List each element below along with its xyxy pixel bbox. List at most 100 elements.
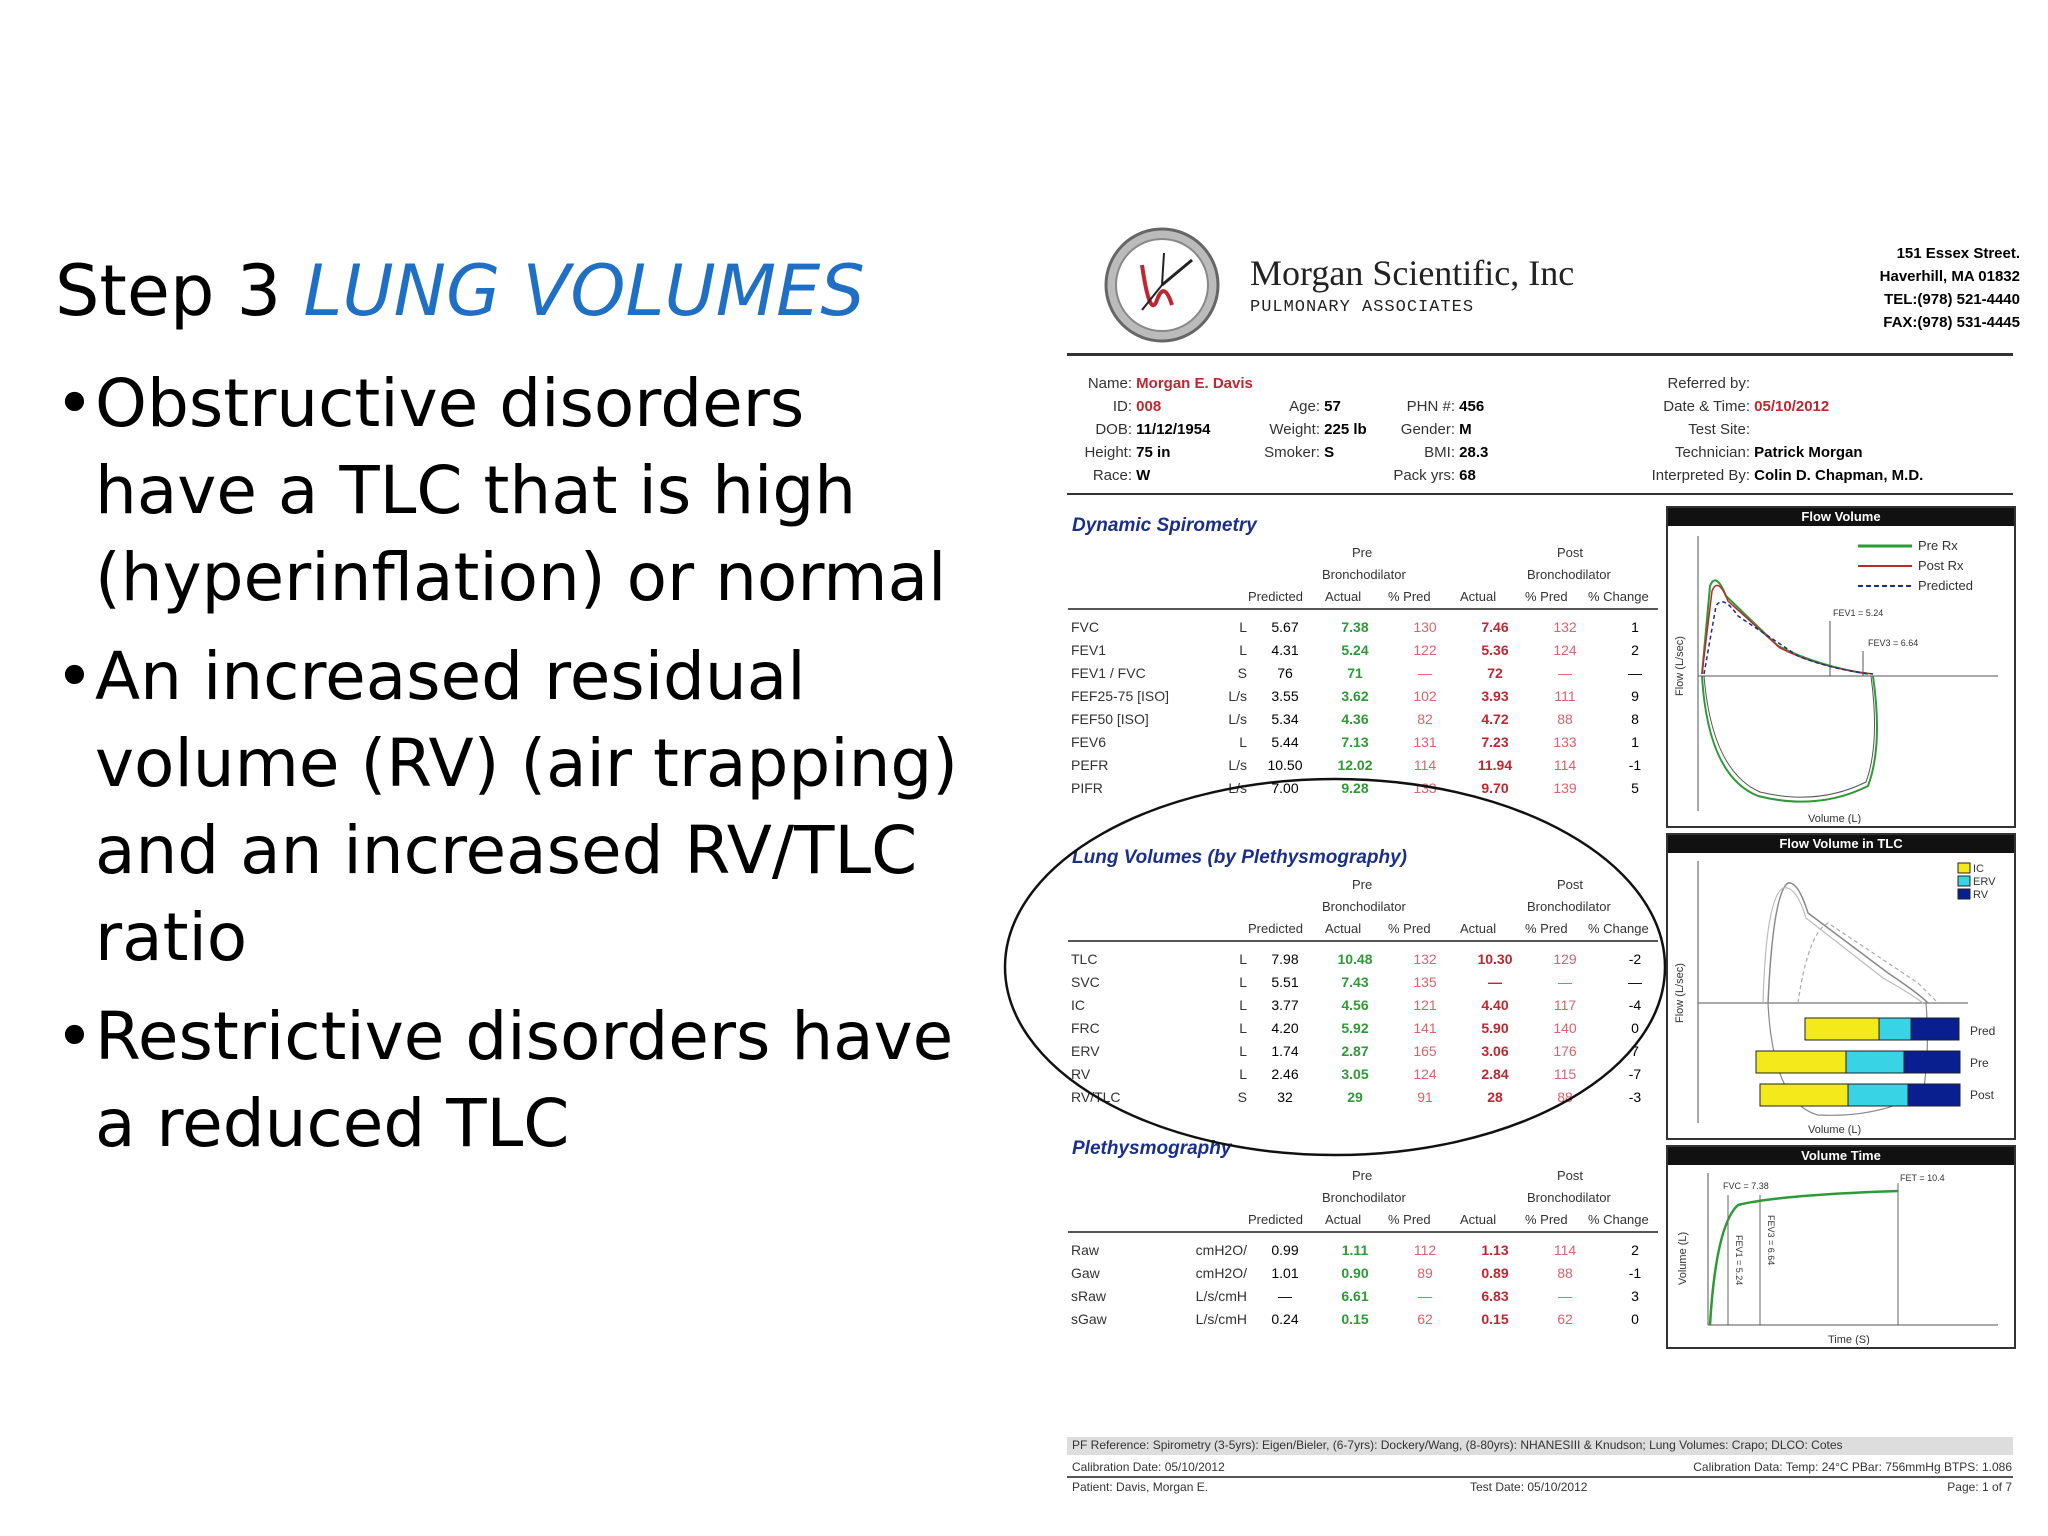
row-post-actual: 0.15 xyxy=(1481,1310,1509,1327)
legend-pre-rx: Pre Rx xyxy=(1918,538,1958,553)
row-post-actual: 10.30 xyxy=(1477,950,1513,967)
row-pct-change: 9 xyxy=(1631,687,1639,704)
bmi-label: BMI: xyxy=(1424,444,1455,461)
table-row: IC L 3.77 4.56 121 4.40 117 -4 xyxy=(1068,993,1670,1016)
row-pct-change: — xyxy=(1628,973,1642,990)
header-bronchodilator-pre: Bronchodilator xyxy=(1322,1190,1406,1205)
row-post-actual: 3.93 xyxy=(1481,687,1509,704)
row-post-pct-pred: 133 xyxy=(1553,733,1577,750)
row-post-actual: 11.94 xyxy=(1477,756,1513,773)
table-row: FRC L 4.20 5.92 141 5.90 140 0 xyxy=(1068,1016,1670,1039)
row-pct-change: 0 xyxy=(1631,1310,1639,1327)
row-predicted: 5.34 xyxy=(1271,710,1299,727)
race-label: Race: xyxy=(1092,467,1132,484)
age-label: Age: xyxy=(1289,398,1320,415)
row-unit: L xyxy=(1239,1065,1247,1082)
row-unit: L/s xyxy=(1228,710,1247,727)
row-name: FVC xyxy=(1071,618,1099,635)
heading-accent: LUNG VOLUMES xyxy=(303,250,865,332)
legend-predicted: Predicted xyxy=(1918,578,1973,593)
pack-label: Pack yrs: xyxy=(1393,467,1455,484)
row-pre-pct-pred: 131 xyxy=(1413,733,1437,750)
flow-volume-tlc-title: Flow Volume in TLC xyxy=(1668,835,2014,853)
row-predicted: 1.01 xyxy=(1271,1264,1299,1281)
patient-race: W xyxy=(1136,467,1151,484)
table-row: sGaw L/s/cmH 0.24 0.15 62 0.15 62 0 xyxy=(1068,1307,1670,1330)
row-post-pct-pred: — xyxy=(1558,1287,1572,1304)
table-row: FEF50 [ISO] L/s 5.34 4.36 82 4.72 88 8 xyxy=(1068,707,1670,730)
row-pre-actual: 6.61 xyxy=(1341,1287,1369,1304)
row-name: RV xyxy=(1071,1065,1091,1082)
row-post-pct-pred: 111 xyxy=(1554,687,1576,704)
footer-calibration-data: Calibration Data: Temp: 24°C PBar: 756mm… xyxy=(1693,1460,2012,1474)
volume-time-title: Volume Time xyxy=(1668,1147,2014,1165)
row-pre-actual: 7.38 xyxy=(1341,618,1369,635)
header-bronchodilator-post: Bronchodilator xyxy=(1527,567,1611,582)
dynamic-spirometry-table: FVC L 5.67 7.38 130 7.46 132 1 FEV1 L 4.31 5.24 122 5… xyxy=(1068,615,1670,799)
row-pct-change: 8 xyxy=(1631,710,1639,727)
row-pre-pct-pred: 124 xyxy=(1413,1065,1437,1082)
row-name: FEV6 xyxy=(1071,733,1107,750)
row-post-actual: 2.84 xyxy=(1481,1065,1509,1082)
dob-label: DOB: xyxy=(1095,421,1132,438)
footer-reference: PF Reference: Spirometry (3-5yrs): Eigen… xyxy=(1072,1438,1843,1452)
row-unit: L/s/cmH xyxy=(1195,1310,1247,1327)
row-predicted: 1.74 xyxy=(1271,1042,1299,1059)
patient-height: 75 in xyxy=(1136,444,1171,461)
volume-time-panel: Volume Time FVC = 7.38 FET = 10.4 FEV1 =… xyxy=(1666,1145,2016,1349)
row-pre-pct-pred: 114 xyxy=(1413,756,1437,773)
header-pct-pred: % Pred xyxy=(1388,589,1431,604)
row-predicted: 3.77 xyxy=(1271,996,1299,1013)
patient-info-col2: Age: 57 Weight: 225 lb Smoker: S xyxy=(1210,395,1367,464)
row-predicted: — xyxy=(1278,1287,1292,1304)
company-name: Morgan Scientific, Inc xyxy=(1250,253,1575,293)
row-pct-change: 1 xyxy=(1631,733,1639,750)
weight-label: Weight: xyxy=(1269,421,1320,438)
row-pre-actual: 3.05 xyxy=(1341,1065,1369,1082)
technician: Patrick Morgan xyxy=(1754,444,1863,461)
header-post: Post xyxy=(1557,877,1584,892)
patient-info-col1: Name: Morgan E. Davis ID: 008 DOB: 11/12… xyxy=(1072,372,1252,487)
row-name: TLC xyxy=(1071,950,1098,967)
footer-patient: Patient: Davis, Morgan E. xyxy=(1072,1480,1209,1494)
row-pre-pct-pred: 121 xyxy=(1413,996,1437,1013)
row-name: IC xyxy=(1071,996,1085,1013)
row-pct-change: 2 xyxy=(1631,1241,1639,1258)
footer-divider xyxy=(1067,1476,2013,1478)
footer-calibration-date: Calibration Date: 05/10/2012 xyxy=(1072,1460,1225,1474)
row-pre-actual: 9.28 xyxy=(1341,779,1369,796)
patient-info-col3: PHN #: 456 Gender: M BMI: 28.3 Pack yrs:… xyxy=(1355,395,1488,487)
row-pre-actual: 5.92 xyxy=(1341,1019,1369,1036)
row-post-actual: 0.89 xyxy=(1481,1264,1509,1281)
row-pre-actual: 1.11 xyxy=(1341,1241,1369,1258)
flow-volume-tlc-chart: Pred Pre Post IC ERV RV Volume (L) Flow … xyxy=(1674,861,1996,1136)
row-pre-pct-pred: 82 xyxy=(1417,710,1433,727)
row-unit: L xyxy=(1239,950,1247,967)
header-pct-pred: % Pred xyxy=(1388,1212,1431,1227)
header-pre: Pre xyxy=(1352,1168,1373,1183)
row-predicted: 4.31 xyxy=(1271,641,1299,658)
table-row: FEV1 L 4.31 5.24 122 5.36 124 2 xyxy=(1068,638,1670,661)
row-pct-change: 3 xyxy=(1631,1287,1639,1304)
row-unit: cmH2O/ xyxy=(1195,1264,1247,1281)
row-name: SVC xyxy=(1071,973,1100,990)
row-pct-change: — xyxy=(1628,664,1642,681)
row-post-pct-pred: 62 xyxy=(1557,1310,1573,1327)
row-unit: S xyxy=(1237,1088,1247,1105)
row-post-pct-pred: 115 xyxy=(1553,1065,1577,1082)
row-name: FRC xyxy=(1071,1019,1100,1036)
row-predicted: 7.00 xyxy=(1271,779,1299,796)
row-predicted: 7.98 xyxy=(1271,950,1299,967)
legend-erv: ERV xyxy=(1973,876,1996,888)
row-unit: L xyxy=(1239,973,1247,990)
address-line: 151 Essex Street. xyxy=(1896,245,2020,262)
row-name: ERV xyxy=(1071,1042,1100,1059)
table-row: FEF25-75 [ISO] L/s 3.55 3.62 102 3.93 111 9 xyxy=(1068,684,1670,707)
row-post-actual: 5.36 xyxy=(1481,641,1509,658)
row-pre-actual: 0.15 xyxy=(1341,1310,1369,1327)
referred-label: Referred by: xyxy=(1667,375,1750,392)
address-line: TEL:(978) 521-4440 xyxy=(1884,291,2020,308)
header-post: Post xyxy=(1557,545,1584,560)
fet-annotation: FET = 10.4 xyxy=(1900,1173,1945,1183)
